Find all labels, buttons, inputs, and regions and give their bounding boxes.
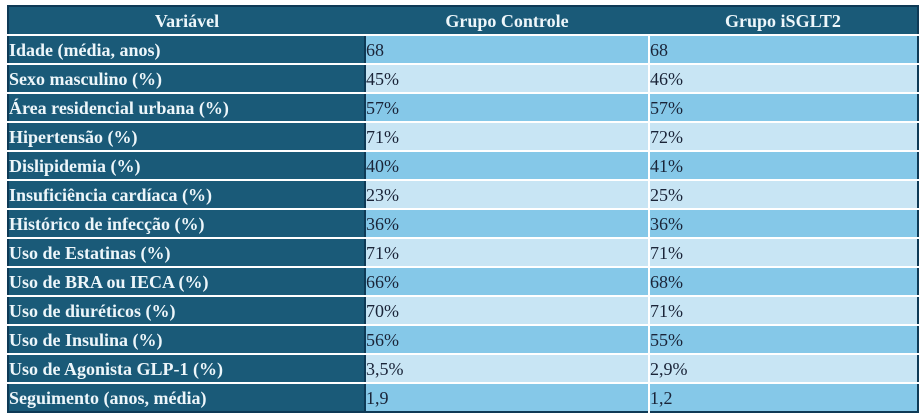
variable-cell: Uso de Estatinas (%)	[8, 238, 365, 268]
column-header-variavel: Variável	[8, 6, 365, 36]
isglt2-value-cell: 41%	[648, 151, 918, 181]
table-row: Idade (média, anos) 68 68	[8, 35, 918, 65]
controle-value-cell: 68	[364, 35, 649, 65]
isglt2-value-cell: 72%	[648, 122, 918, 152]
variable-cell: Idade (média, anos)	[8, 35, 365, 65]
controle-value-cell: 56%	[364, 325, 649, 355]
isglt2-value-cell: 71%	[648, 238, 918, 268]
table-row: Uso de Estatinas (%) 71% 71%	[8, 238, 918, 268]
isglt2-value-cell: 1,2	[648, 383, 918, 412]
table-row: Uso de Insulina (%) 56% 55%	[8, 325, 918, 355]
table-row: Insuficiência cardíaca (%) 23% 25%	[8, 180, 918, 210]
table-row: Hipertensão (%) 71% 72%	[8, 122, 918, 152]
variable-cell: Hipertensão (%)	[8, 122, 365, 152]
controle-value-cell: 57%	[364, 93, 649, 123]
controle-value-cell: 66%	[364, 267, 649, 297]
variable-cell: Seguimento (anos, média)	[8, 383, 365, 412]
variable-cell: Dislipidemia (%)	[8, 151, 365, 181]
table-row: Seguimento (anos, média) 1,9 1,2	[8, 383, 918, 412]
isglt2-value-cell: 57%	[648, 93, 918, 123]
column-header-grupo-isglt2: Grupo iSGLT2	[649, 6, 918, 36]
controle-value-cell: 40%	[364, 151, 649, 181]
variable-cell: Sexo masculino (%)	[8, 64, 365, 94]
isglt2-value-cell: 36%	[648, 209, 918, 239]
table-body: Idade (média, anos) 68 68 Sexo masculino…	[8, 35, 918, 412]
isglt2-value-cell: 55%	[648, 325, 918, 355]
table-row: Área residencial urbana (%) 57% 57%	[8, 93, 918, 123]
isglt2-value-cell: 46%	[648, 64, 918, 94]
variable-cell: Uso de diuréticos (%)	[8, 296, 365, 326]
column-header-grupo-controle: Grupo Controle	[365, 6, 649, 36]
controle-value-cell: 3,5%	[364, 354, 649, 384]
variable-cell: Insuficiência cardíaca (%)	[8, 180, 365, 210]
variable-cell: Histórico de infecção (%)	[8, 209, 365, 239]
table-row: Dislipidemia (%) 40% 41%	[8, 151, 918, 181]
variable-cell: Uso de BRA ou IECA (%)	[8, 267, 365, 297]
table-row: Uso de Agonista GLP-1 (%) 3,5% 2,9%	[8, 354, 918, 384]
variable-cell: Área residencial urbana (%)	[8, 93, 365, 123]
controle-value-cell: 23%	[364, 180, 649, 210]
table-row: Uso de BRA ou IECA (%) 66% 68%	[8, 267, 918, 297]
table-container: Variável Grupo Controle Grupo iSGLT2 Ida…	[7, 5, 919, 413]
table-row: Uso de diuréticos (%) 70% 71%	[8, 296, 918, 326]
header-row: Variável Grupo Controle Grupo iSGLT2	[8, 6, 918, 36]
controle-value-cell: 70%	[364, 296, 649, 326]
table-row: Sexo masculino (%) 45% 46%	[8, 64, 918, 94]
variable-cell: Uso de Agonista GLP-1 (%)	[8, 354, 365, 384]
baseline-characteristics-table: Variável Grupo Controle Grupo iSGLT2 Ida…	[7, 5, 919, 413]
table-header: Variável Grupo Controle Grupo iSGLT2	[8, 6, 918, 36]
isglt2-value-cell: 68	[648, 35, 918, 65]
controle-value-cell: 1,9	[364, 383, 649, 412]
variable-cell: Uso de Insulina (%)	[8, 325, 365, 355]
controle-value-cell: 71%	[364, 238, 649, 268]
isglt2-value-cell: 68%	[648, 267, 918, 297]
controle-value-cell: 71%	[364, 122, 649, 152]
controle-value-cell: 36%	[364, 209, 649, 239]
table-row: Histórico de infecção (%) 36% 36%	[8, 209, 918, 239]
controle-value-cell: 45%	[364, 64, 649, 94]
isglt2-value-cell: 71%	[648, 296, 918, 326]
isglt2-value-cell: 2,9%	[648, 354, 918, 384]
isglt2-value-cell: 25%	[648, 180, 918, 210]
